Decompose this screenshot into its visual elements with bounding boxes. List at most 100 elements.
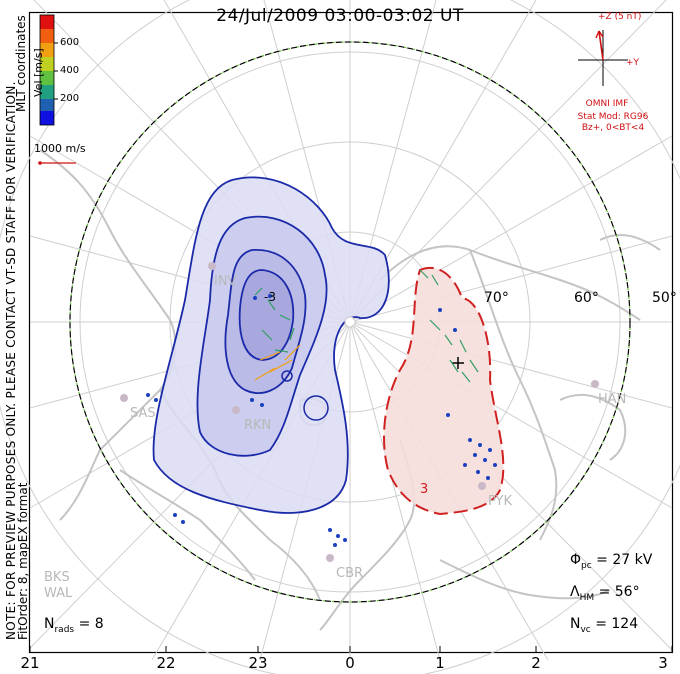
- contour-label-negative: -3: [264, 290, 276, 304]
- mlt-tick-1: 1: [435, 654, 445, 672]
- meridian-9: [349, 0, 667, 323]
- colorbar-frame: [39, 14, 55, 126]
- coastline-south: [439, 559, 611, 600]
- map-title: 24/Jul/2009 03:00-03:02 UT: [216, 6, 464, 26]
- radar-label-bks: BKS: [44, 570, 70, 585]
- radar-marker-inv: [208, 262, 216, 270]
- radar-count: Nrads = 8: [44, 616, 104, 635]
- colorbar-segment: [40, 85, 54, 99]
- coastline-east: [599, 234, 661, 251]
- stat-model: Stat Mod: RG96: [577, 112, 649, 122]
- scale-vector: [38, 161, 76, 165]
- radar-marker-rkn: [232, 406, 240, 414]
- coastline-scandinavia: [559, 393, 627, 461]
- meridian-4: [349, 321, 673, 509]
- imf-source: OMNI IMF: [585, 99, 629, 109]
- phi-value: = 27 kV: [596, 552, 653, 568]
- positive-potential-cell: [383, 267, 505, 516]
- radar-marker-sas: [120, 394, 128, 402]
- colorbar-segment: [40, 29, 54, 43]
- colorbar-tick-200: 200: [60, 93, 80, 104]
- radar-label-wal: WAL: [44, 586, 73, 601]
- mlt-tick-3: 3: [658, 654, 668, 672]
- negative-contour-small: [303, 395, 329, 421]
- vector-count: Nvc = 124: [570, 616, 638, 635]
- colorbar-segment: [40, 15, 54, 29]
- nvc-value: = 124: [595, 616, 639, 632]
- latitude-label-50: 50°: [652, 290, 677, 306]
- mlt-tick-2: 2: [531, 654, 541, 672]
- mlt-tick-23: 23: [248, 654, 268, 672]
- coastline-arctic-islands: [119, 469, 256, 581]
- colorbar-segment: [40, 111, 54, 125]
- velocity-vectors: [146, 269, 497, 547]
- radar-site-markers: [120, 262, 599, 562]
- phi-symbol: Φ: [570, 552, 582, 568]
- fit-order-label: FitOrder: 8, mapEX format: [16, 482, 30, 640]
- plot-frame: [28, 11, 674, 654]
- meridian-7: [349, 235, 673, 323]
- velocity-colorbar: [39, 14, 58, 126]
- scale-vector-label: 1000 m/s: [34, 142, 86, 155]
- contour-label-positive: 3: [420, 482, 429, 497]
- radar-label-sas: SAS: [130, 406, 156, 421]
- imf-condition: Bz+, 0<BT<4: [581, 123, 645, 133]
- colorbar-segment: [40, 57, 54, 71]
- colorbar-tick-400: 400: [60, 65, 80, 76]
- vector-cluster-dawn: [419, 269, 479, 383]
- nvc-symbol: N: [570, 616, 581, 632]
- nvc-subscript: vc: [580, 624, 591, 635]
- radar-label-rkn: RKN: [244, 418, 272, 433]
- vector-cluster-dusk-orange: [254, 344, 301, 381]
- radar-label-inv: INV: [214, 274, 237, 289]
- radar-marker-cbr: [326, 554, 334, 562]
- vector-cluster-dusk: [254, 287, 295, 353]
- colorbar-tick-600: 600: [60, 37, 80, 48]
- heppner-maynard-boundary: [69, 41, 631, 603]
- colorbar-label: Vel [m/s]: [32, 48, 45, 97]
- latitude-label-60: 60°: [574, 290, 599, 306]
- phi-subscript: pc: [581, 560, 592, 571]
- imf-vector: [598, 30, 604, 61]
- heppner-maynard-boundary-green: [69, 41, 631, 603]
- lambda-subscript: HM: [579, 592, 595, 603]
- pole-marker: [344, 316, 356, 328]
- radar-marker-pyk: [478, 482, 486, 490]
- mlt-tick-0: 0: [345, 654, 355, 672]
- coordinate-system-label: MLT coordinates: [14, 15, 28, 112]
- imf-dial: [578, 30, 628, 86]
- potential-maximum-marker: [452, 357, 464, 369]
- nrads-value: = 8: [78, 616, 104, 632]
- coastline-siberia: [379, 245, 641, 321]
- meridian-5: [349, 321, 673, 409]
- latitude-label-70: 70°: [484, 290, 509, 306]
- positive-contour-outer: [383, 267, 505, 516]
- coastline-asia: [469, 249, 558, 541]
- potential-minimum-marker: [281, 370, 293, 382]
- lambda-value: = 56°: [598, 584, 640, 600]
- mlt-tick-22: 22: [156, 654, 176, 672]
- radar-marker-han: [591, 380, 599, 388]
- imf-y-label: +Y: [626, 58, 640, 68]
- colorbar-segment: [40, 99, 54, 111]
- negative-contour-4: [238, 269, 295, 361]
- hm-boundary-latitude: ΛHM = 56°: [570, 584, 640, 603]
- nrads-subscript: rads: [54, 624, 75, 635]
- meridian-1: [349, 321, 441, 661]
- radar-label-han: HAN: [598, 392, 627, 407]
- vector-cluster-blue: [146, 294, 497, 547]
- cross-polar-potential: Φpc = 27 kV: [570, 552, 652, 571]
- coastline-north-america: [39, 149, 177, 521]
- mlt-tick-21: 21: [20, 654, 40, 672]
- colorbar-segment: [40, 43, 54, 57]
- radar-label-pyk: PYK: [488, 494, 513, 509]
- imf-z-label: +Z (5 nT): [598, 12, 642, 22]
- meridian-8: [349, 135, 673, 323]
- nrads-symbol: N: [44, 616, 55, 632]
- radar-label-cbr: CBR: [336, 566, 364, 581]
- negative-potential-cell: [152, 176, 390, 514]
- colorbar-segment: [40, 71, 54, 85]
- mlt-axis-ticks: [29, 646, 673, 652]
- lambda-symbol: Λ: [570, 584, 580, 600]
